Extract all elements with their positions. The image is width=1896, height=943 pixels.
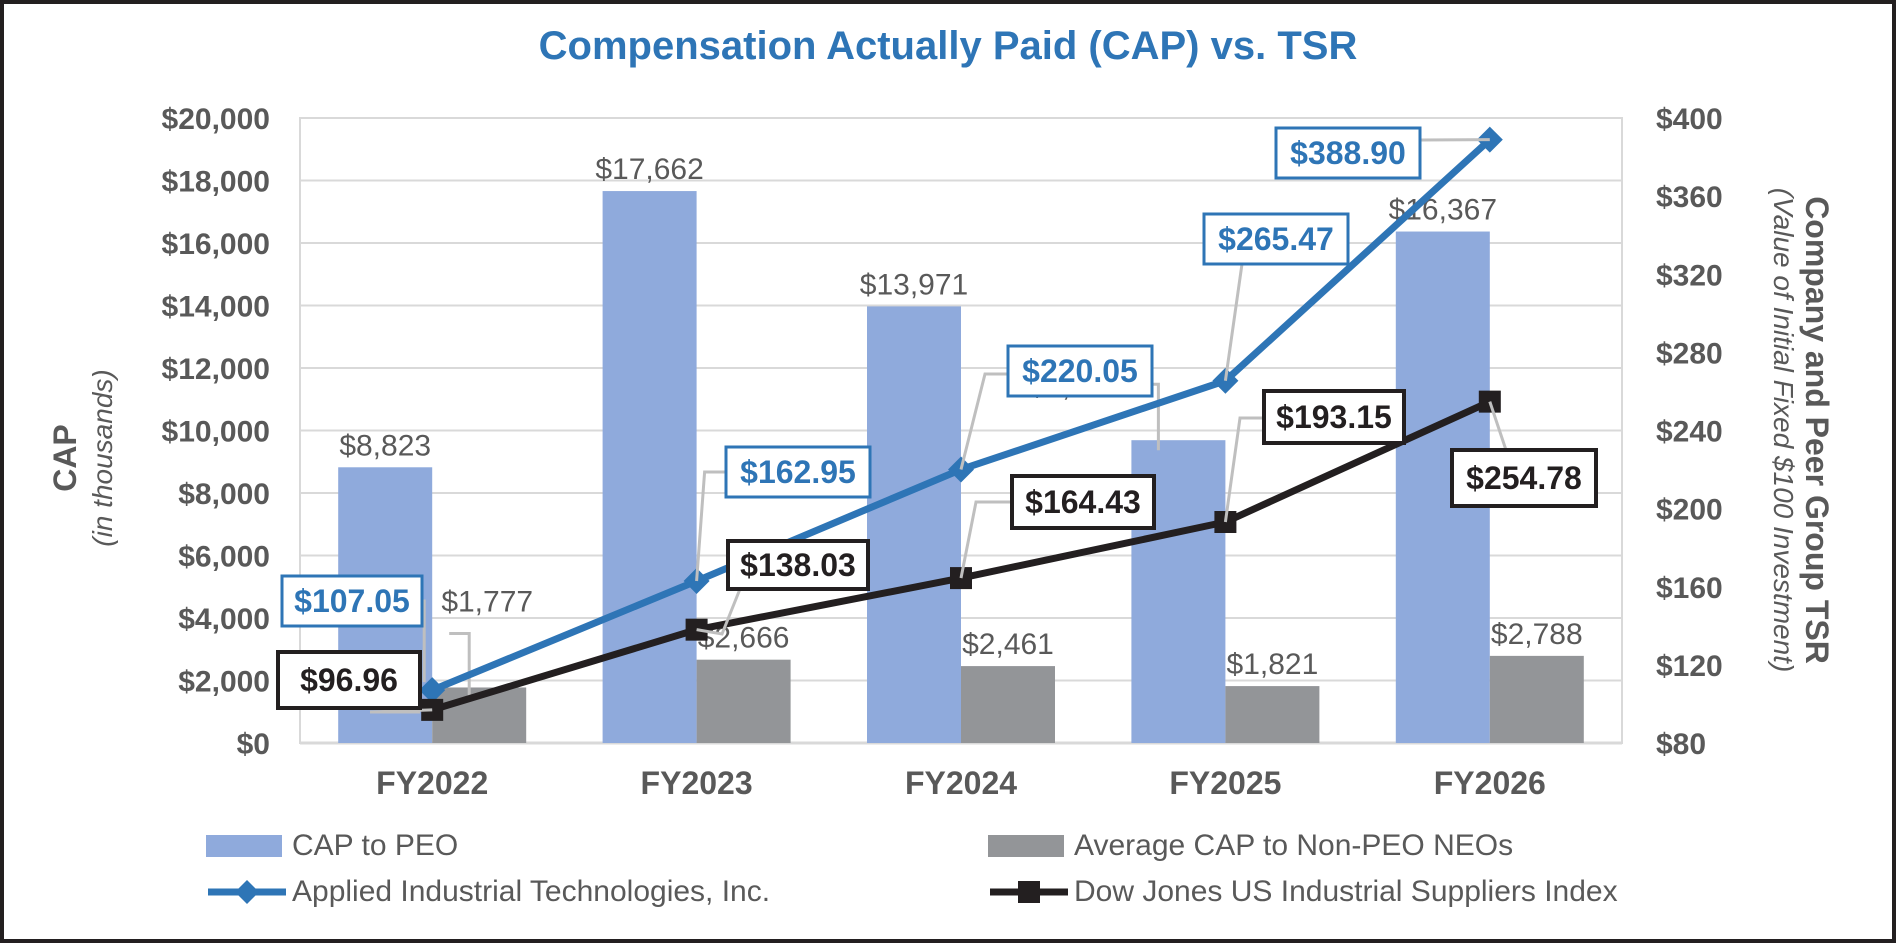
data-label-dow-box	[1450, 448, 1598, 508]
data-label-cap-to-peo: $17,662	[595, 153, 703, 186]
y-right-tick-label: $80	[1656, 728, 1706, 761]
y-left-tick-label: $2,000	[178, 666, 270, 699]
x-tick-label: FY2026	[1434, 765, 1546, 801]
data-label-avg-cap-non-peo: $1,777	[441, 585, 533, 618]
data-label-dow-box	[1262, 389, 1406, 445]
data-label-applied: $107.05	[294, 583, 410, 619]
y-left-tick-label: $14,000	[162, 291, 270, 324]
legend-swatch-cap-peo	[206, 835, 282, 857]
y-right-tick-label: $200	[1656, 494, 1723, 527]
data-label-applied: $162.95	[740, 454, 856, 490]
bar-avg-cap-non-peo	[696, 659, 791, 743]
y-right-title: Company and Peer Group TSR	[1799, 196, 1835, 664]
legend-swatch-cap-neo	[988, 835, 1064, 857]
y-left-tick-label: $10,000	[162, 416, 270, 449]
data-label-avg-cap-non-peo: $2,461	[962, 628, 1054, 661]
data-label-dow-box	[726, 539, 870, 591]
data-label-dow: $193.15	[1276, 399, 1392, 435]
applied-point	[419, 677, 446, 704]
data-label-applied: $388.90	[1290, 135, 1406, 171]
y-right-tick-label: $280	[1656, 337, 1723, 370]
y-left-tick-label: $12,000	[162, 353, 270, 386]
legend-item-cap-neo: Average CAP to Non-PEO NEOs	[988, 829, 1513, 863]
y-left-subtitle: (in thousands)	[87, 369, 118, 546]
y-left-tick-label: $6,000	[178, 541, 270, 574]
legend-swatch-applied	[208, 880, 286, 904]
legend-item-applied: Applied Industrial Technologies, Inc.	[206, 875, 770, 909]
data-label-applied: $265.47	[1218, 221, 1334, 257]
data-label-dow-box	[1010, 474, 1156, 530]
bar-avg-cap-non-peo	[1225, 686, 1320, 743]
leader-line	[369, 708, 433, 714]
leader-line	[1488, 401, 1508, 451]
bar-cap-to-peo	[602, 191, 697, 743]
data-label-cap-to-peo: $16,367	[1389, 194, 1497, 227]
data-label-applied: $220.05	[1022, 353, 1138, 389]
data-label-applied-box	[1006, 344, 1154, 398]
x-tick-label: FY2024	[905, 765, 1017, 801]
y-left-tick-label: $16,000	[162, 228, 270, 261]
data-label-applied-box	[724, 445, 872, 499]
legend-label-cap-peo: CAP to PEO	[292, 829, 459, 862]
data-label-cap-to-peo: $8,823	[339, 429, 431, 462]
y-right-subtitle: (Value of Initial Fixed $100 Investment)	[1768, 188, 1799, 673]
leader-line	[695, 470, 726, 582]
data-label-avg-cap-non-peo: $1,821	[1227, 648, 1319, 681]
data-label-applied-box	[280, 574, 424, 628]
y-right-tick-label: $360	[1656, 181, 1723, 214]
legend-swatch-dow	[990, 881, 1068, 903]
leader-line	[959, 500, 1012, 579]
y-right-tick-label: $120	[1656, 650, 1723, 683]
x-tick-label: FY2022	[376, 765, 488, 801]
y-left-tick-label: $0	[237, 728, 270, 761]
y-left-tick-label: $4,000	[178, 603, 270, 636]
y-right-tick-label: $400	[1656, 103, 1723, 136]
legend-label-cap-neo: Average CAP to Non-PEO NEOs	[1074, 829, 1514, 862]
legend-item-dow: Dow Jones US Industrial Suppliers Index	[988, 875, 1618, 909]
y-right-tick-label: $160	[1656, 572, 1723, 605]
legend-marker	[235, 880, 259, 904]
data-label-avg-cap-non-peo: $2,788	[1491, 618, 1583, 651]
data-label-applied-box	[1202, 212, 1350, 266]
data-label-cap-to-peo: $13,971	[860, 268, 968, 301]
data-label-dow: $164.43	[1025, 484, 1141, 520]
leader-line	[1223, 416, 1264, 523]
data-label-dow-box	[276, 650, 422, 710]
y-right-tick-label: $320	[1656, 259, 1723, 292]
leader-line	[696, 588, 742, 636]
legend-label-applied: Applied Industrial Technologies, Inc.	[292, 875, 771, 908]
x-tick-label: FY2023	[641, 765, 753, 801]
bar-avg-cap-non-peo	[961, 666, 1055, 743]
bar-avg-cap-non-peo	[1489, 655, 1584, 743]
data-label-dow: $254.78	[1466, 460, 1582, 496]
y-left-title: CAP	[47, 424, 83, 492]
data-label-applied-box	[1274, 126, 1422, 180]
legend-label-dow: Dow Jones US Industrial Suppliers Index	[1074, 875, 1618, 908]
y-right-tick-label: $240	[1656, 416, 1723, 449]
legend-item-cap-peo: CAP to PEO	[206, 829, 458, 863]
leader-line	[959, 372, 1008, 470]
x-tick-label: FY2025	[1169, 765, 1281, 801]
data-label-dow: $96.96	[300, 662, 398, 698]
y-left-tick-label: $20,000	[162, 103, 270, 136]
bar-cap-to-peo	[867, 306, 961, 743]
chart-title: Compensation Actually Paid (CAP) vs. TSR	[538, 24, 1358, 68]
y-left-tick-label: $18,000	[162, 166, 270, 199]
legend-marker	[1018, 881, 1040, 903]
leader-line	[1223, 263, 1244, 381]
y-left-tick-label: $8,000	[178, 478, 270, 511]
data-label-dow: $138.03	[740, 547, 856, 583]
